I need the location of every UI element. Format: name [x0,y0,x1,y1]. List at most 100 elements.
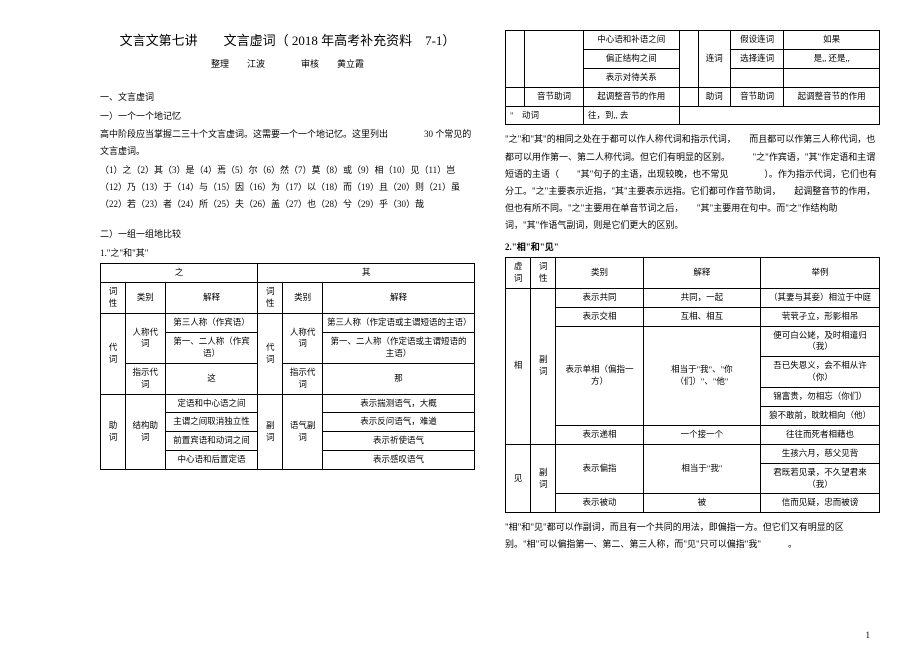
cell: 副词 [258,394,283,470]
cell: 连词 [698,31,730,88]
cell: 助词 [101,394,126,470]
cell: 表示单相（偏指一方） [556,326,643,425]
cell: 代词 [258,314,283,394]
th-leibie2: 类别 [283,283,323,314]
cell: 表示递相 [556,425,643,444]
table-row: 表示递相 一个接一个 往往而死者相藉也 [506,425,880,444]
cell: 中心语和后置定语 [165,451,258,470]
table-top-right: 中心语和补语之间 连词 假设连词 如果 偏正结构之间 选择连词 是,, 还是,,… [505,30,880,125]
th-leibie: 类别 [125,283,165,314]
doc-title: 文言文第七讲 文言虚词（ 2018 年高考补充资料 7-1） [100,30,475,49]
cell: 吾已失恩义，会不相从许（你） [761,357,880,388]
cell: 语气副词 [283,394,323,470]
table-row: 见 副词 表示偏指 相当于"我" 生孩六月，慈父见背 [506,444,880,463]
para-right-2: "相"和"见"都可以作副词，而且有一个共同的用法，即偏指一方。但它们又有明显的区… [505,519,880,553]
heading-1: 一、文言虚词 [100,90,475,103]
table-row: 相 副词 表示共同 共同，一起 （其妻与其妾）相泣于中庭 [506,288,880,307]
cell: 见 [506,444,531,513]
table-xiang-jian: 虚词 词性 类别 解释 举例 相 副词 表示共同 共同，一起 （其妻与其妾）相泣… [505,257,880,513]
cell: 偏正结构之间 [584,49,680,68]
th-qi: 其 [258,264,475,283]
para-1: 高中阶段应当掌握二三十个文言虚词。这需要一个一个地记忆。这里列出 30 个常见的… [100,126,475,160]
cell-empty [506,31,525,88]
cell: 人称代词 [125,314,165,364]
table-row: 表示被动 被 信而见疑，忠而被谤 [506,494,880,513]
cell-empty [679,106,879,125]
cell: 狼不敢前，眈眈相向（他） [761,407,880,426]
cell: 定语和中心语之间 [165,394,258,413]
th: 举例 [761,258,880,289]
cell: 表示感叹语气 [323,451,475,470]
cell: 互相、相互 [643,307,760,326]
cell-empty [679,31,698,88]
cell: 往往而死者相藉也 [761,425,880,444]
heading-3: 二）一组一组地比较 [100,227,475,240]
cell: 共同，一起 [643,288,760,307]
cell: 音节助词 [525,87,584,106]
th: 词性 [531,258,556,289]
cell: 表示对待关系 [584,68,680,87]
cell: （其妻与其妾）相泣于中庭 [761,288,880,307]
cell: 茕茕孑立，形影相吊 [761,307,880,326]
cell: 信而见疑，忠而被谤 [761,494,880,513]
table-row: " 动词 往，到,, 去 [506,106,880,125]
table-row: 助词 结构助词 定语和中心语之间 副词 语气副词 表示揣测语气，大概 [101,394,475,413]
cell: 表示共同 [556,288,643,307]
cell: 副词 [531,288,556,444]
table-row: 中心语和补语之间 连词 假设连词 如果 [506,31,880,50]
cell: 人称代词 [283,314,323,364]
cell-empty [784,68,880,87]
cell: 表示反问语气，难道 [323,413,475,432]
heading-5: 2."相"和"见" [505,240,880,253]
cell: 相当于"我"、"你（们）"、"他" [643,326,760,425]
cell: 指示代词 [125,363,165,394]
cell-empty [525,31,584,88]
cell: 起调整音节的作用 [784,87,880,106]
cell: 前置宾语和动词之间 [165,432,258,451]
cell: 锦富贵，勿相忘（你们） [761,388,880,407]
cell: 结构助词 [125,394,165,470]
cell: 那 [323,363,475,394]
th-zhi: 之 [101,264,258,283]
table-row: 代词 人称代词 第三人称（作宾语） 代词 人称代词 第三人称（作定语或主谓短语的… [101,314,475,333]
cell: 一个接一个 [643,425,760,444]
cell: 助词 [698,87,730,106]
table-row: 表示交相 互相、相互 茕茕孑立，形影相吊 [506,307,880,326]
th-cixing: 词性 [101,283,126,314]
para-2: （1）之（2）其（3）是（4）焉（5）尔（6）然（7）莫（8）或（9）相（10）… [100,162,475,213]
cell: 表示被动 [556,494,643,513]
cell-empty [679,87,698,106]
cell: " 动词 [506,106,584,125]
cell: 生孩六月，慈父见背 [761,444,880,463]
cell: 被 [643,494,760,513]
cell: 第三人称（作宾语） [165,314,258,333]
cell: 副词 [531,444,556,513]
cell: 第一、二人称（作宾语） [165,333,258,364]
cell-empty [730,68,783,87]
cell: 第一、二人称（作定语或主谓短语的主语） [323,333,475,364]
table-row: 表示单相（偏指一方） 相当于"我"、"你（们）"、"他" 便可白公姥，及时相遣归… [506,326,880,357]
cell: 起调整音节的作用 [584,87,680,106]
th-jieshi2: 解释 [323,283,475,314]
cell: 君既若见录，不久望君来（我） [761,463,880,494]
cell: 主谓之间取消独立性 [165,413,258,432]
para-right-1: "之"和"其"的相同之处在于都可以作人称代词和指示代词， 而且都可以作第三人称代… [505,131,880,234]
table-row: 音节助词 起调整音节的作用 助词 音节助词 起调整音节的作用 [506,87,880,106]
cell: 音节助词 [730,87,783,106]
cell: 表示偏指 [556,444,643,494]
table-row: 指示代词 这 指示代词 那 [101,363,475,394]
cell: 指示代词 [283,363,323,394]
heading-2: 一）一个一个地记忆 [100,109,475,122]
th-cixing2: 词性 [258,283,283,314]
table-zhi-qi: 之 其 词性 类别 解释 词性 类别 解释 代词 人称代词 第三人称（作宾语） … [100,263,475,470]
cell: 往，到,, 去 [584,106,680,125]
th: 虚词 [506,258,531,289]
right-column: 中心语和补语之间 连词 假设连词 如果 偏正结构之间 选择连词 是,, 还是,,… [505,30,880,556]
th-jieshi: 解释 [165,283,258,314]
table-row: 虚词 词性 类别 解释 举例 [506,258,880,289]
cell: 第三人称（作定语或主谓短语的主语） [323,314,475,333]
left-column: 文言文第七讲 文言虚词（ 2018 年高考补充资料 7-1） 整理 江波 审核 … [100,30,475,556]
heading-4: 1."之"和"其" [100,246,475,259]
table-row: 之 其 [101,264,475,283]
cell: 表示揣测语气，大概 [323,394,475,413]
